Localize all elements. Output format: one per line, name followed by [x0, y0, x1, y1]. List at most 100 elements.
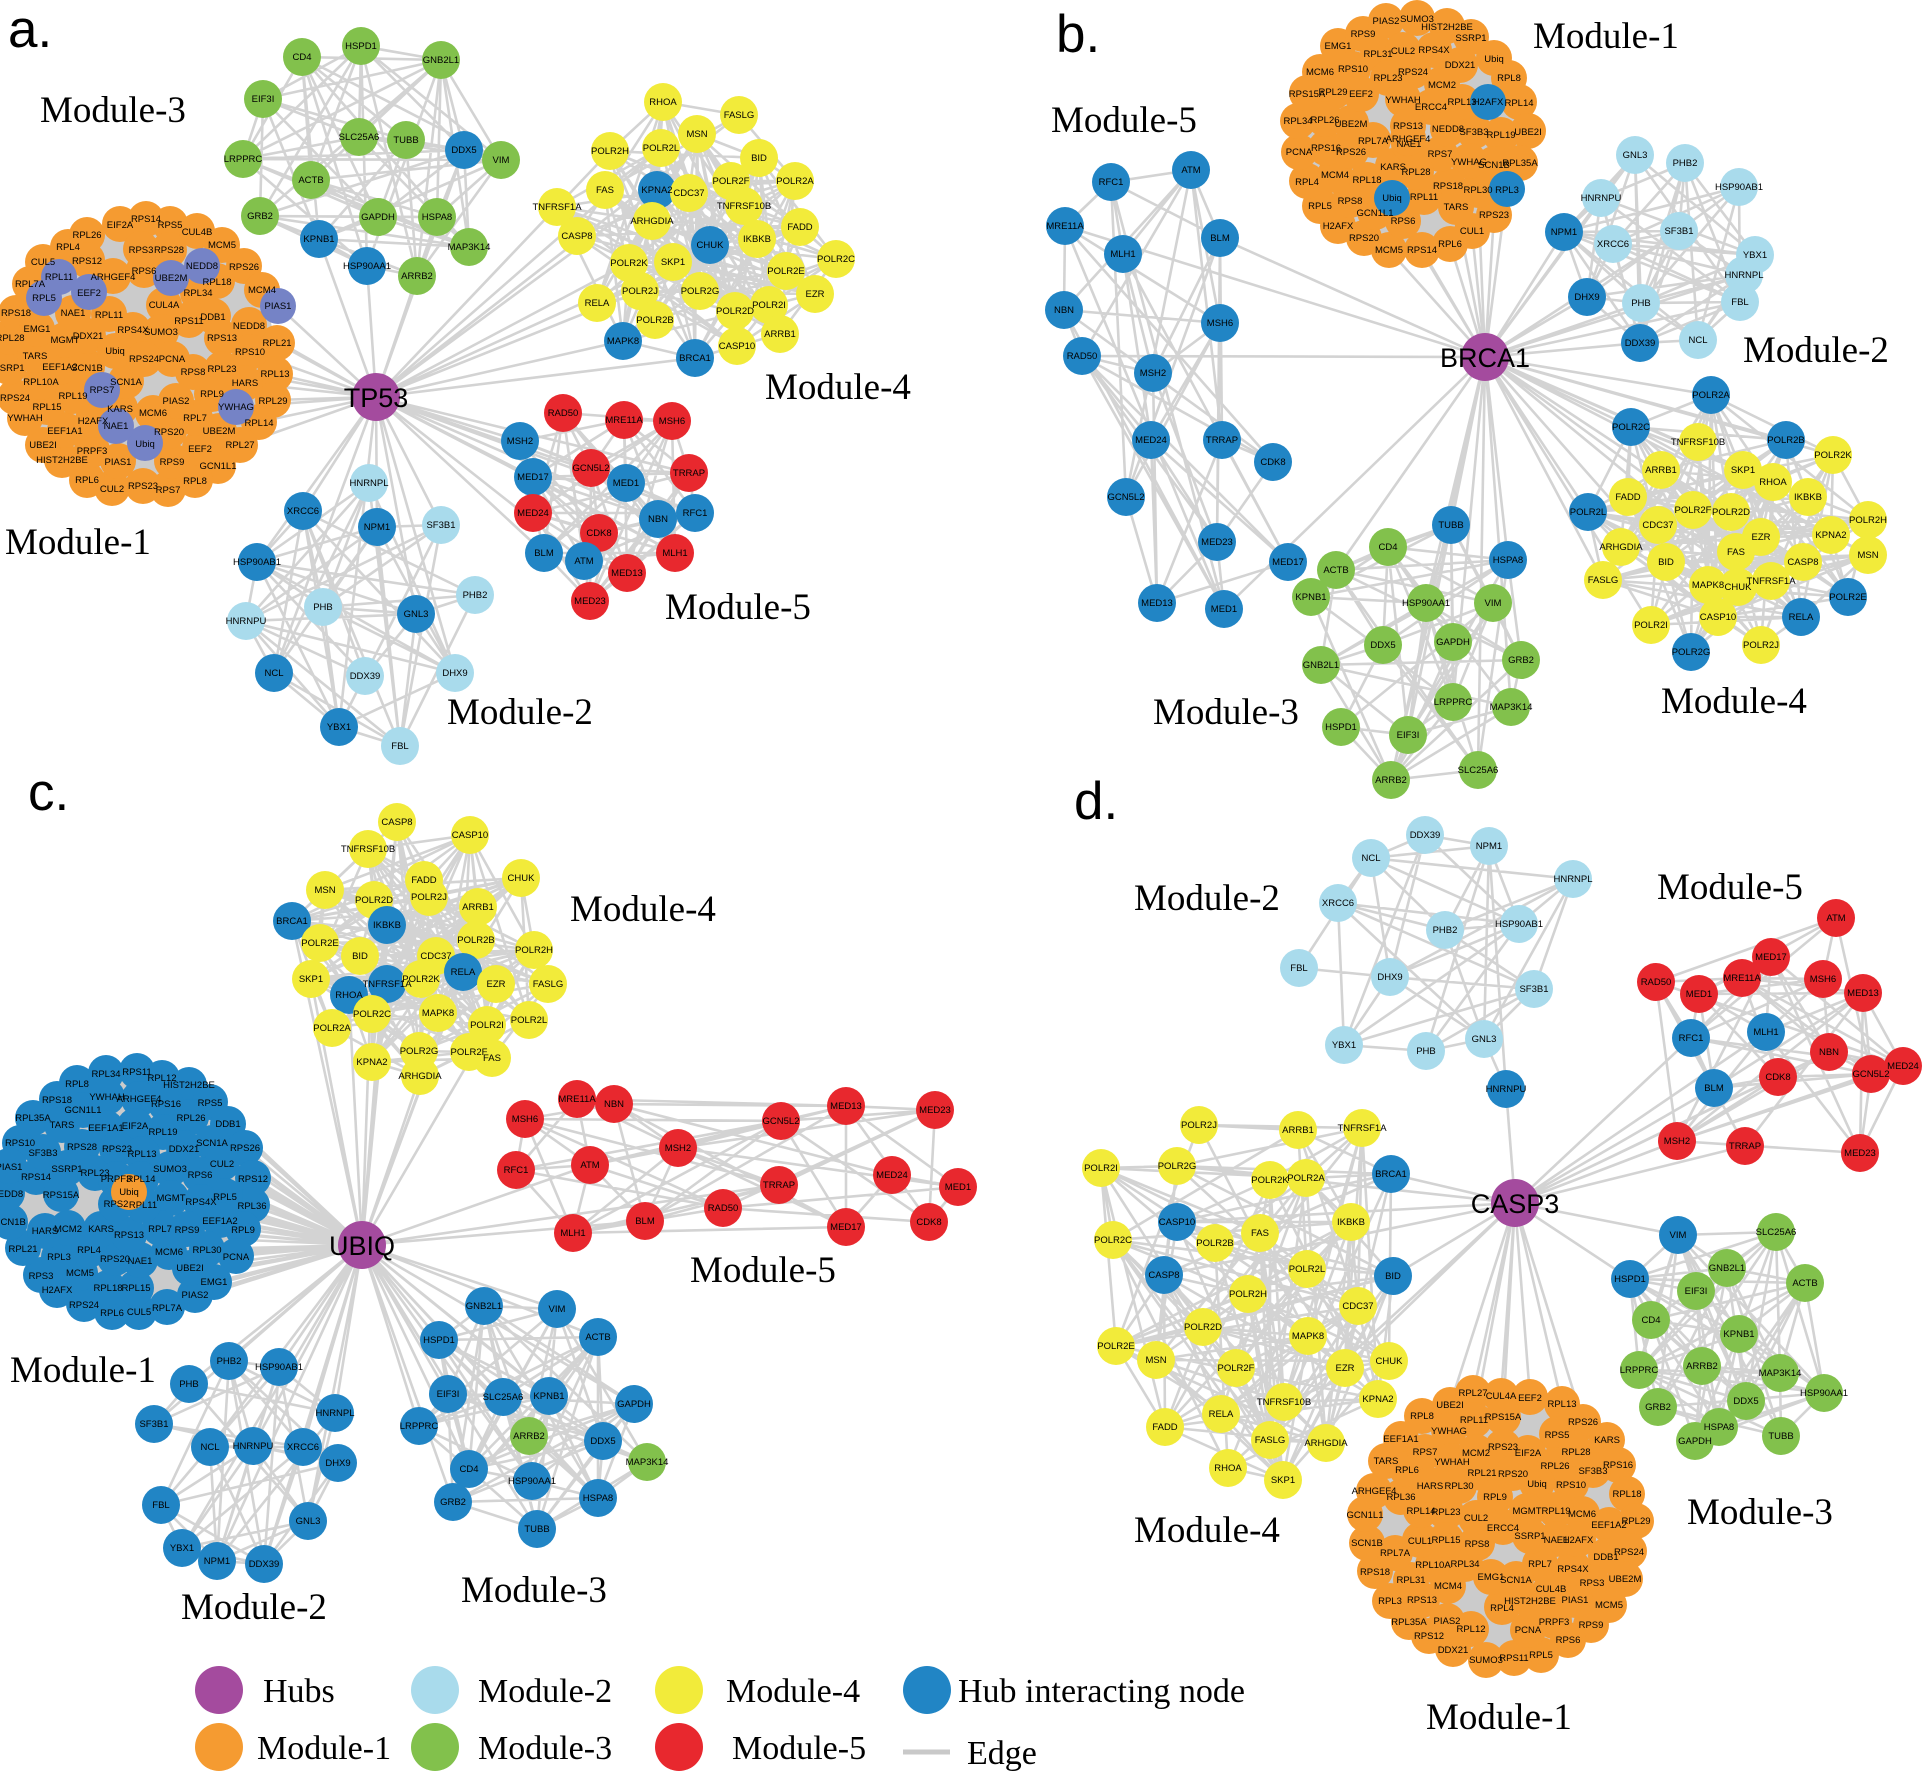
svg-text:EIF3I: EIF3I [437, 1389, 460, 1400]
svg-text:YWHAH: YWHAH [1385, 95, 1421, 106]
svg-text:HSP90AA1: HSP90AA1 [1800, 1388, 1848, 1399]
svg-text:EEF2: EEF2 [77, 288, 101, 299]
svg-text:RPL7: RPL7 [148, 1224, 172, 1235]
svg-text:RPL15: RPL15 [1431, 1535, 1460, 1546]
svg-text:RPS20: RPS20 [1498, 1469, 1528, 1480]
svg-text:MED23: MED23 [574, 596, 606, 607]
svg-text:RPL7: RPL7 [1528, 1559, 1552, 1570]
svg-text:CUL5: CUL5 [127, 1307, 151, 1318]
svg-text:EEF1A2: EEF1A2 [202, 1216, 237, 1227]
svg-text:NAE1: NAE1 [1397, 139, 1422, 150]
svg-text:SUMO3: SUMO3 [153, 1164, 187, 1175]
svg-text:VIM: VIM [1485, 598, 1502, 609]
svg-text:Module-4: Module-4 [570, 889, 716, 930]
svg-text:DDX21: DDX21 [1438, 1645, 1469, 1656]
svg-text:RPL12: RPL12 [1456, 1624, 1485, 1635]
svg-text:HNRNPU: HNRNPU [226, 616, 267, 627]
svg-text:HSPA8: HSPA8 [1493, 555, 1523, 566]
svg-text:EEF2: EEF2 [188, 444, 212, 455]
svg-text:XRCC6: XRCC6 [287, 1442, 319, 1453]
svg-text:GCN5L2: GCN5L2 [763, 1116, 800, 1127]
svg-text:MCM2: MCM2 [1428, 80, 1456, 91]
svg-text:RPL9: RPL9 [200, 389, 224, 400]
svg-text:RPS5: RPS5 [198, 1098, 223, 1109]
svg-text:MGMT: MGMT [1512, 1506, 1541, 1517]
svg-text:VIM: VIM [493, 155, 510, 166]
svg-text:POLR2C: POLR2C [1094, 1235, 1132, 1246]
svg-text:RPS9: RPS9 [1579, 1620, 1604, 1631]
svg-text:SF3B1: SF3B1 [426, 520, 455, 531]
svg-text:RFC1: RFC1 [683, 508, 708, 519]
svg-text:RPL8: RPL8 [1497, 73, 1521, 84]
svg-text:RHOA: RHOA [1759, 477, 1787, 488]
svg-text:MCM4: MCM4 [248, 285, 276, 296]
svg-text:c.: c. [28, 763, 69, 822]
svg-text:Module-2: Module-2 [447, 692, 593, 733]
svg-text:POLR2G: POLR2G [1158, 1161, 1197, 1172]
svg-text:POLR2B: POLR2B [1767, 435, 1805, 446]
svg-text:NBN: NBN [604, 1099, 624, 1110]
svg-text:GCN1L1: GCN1L1 [65, 1105, 102, 1116]
svg-text:Ubiq: Ubiq [1527, 1479, 1547, 1490]
svg-text:YWHAG: YWHAG [1431, 1426, 1467, 1437]
svg-text:MED13: MED13 [830, 1101, 862, 1112]
svg-text:NEDD8: NEDD8 [233, 321, 265, 332]
svg-text:ACTB: ACTB [298, 175, 323, 186]
svg-text:RPL5: RPL5 [1529, 1650, 1553, 1661]
svg-text:SUMO3: SUMO3 [1400, 14, 1434, 25]
svg-text:TNFRSF1A: TNFRSF1A [1337, 1123, 1387, 1134]
svg-text:EIF3I: EIF3I [1397, 730, 1420, 741]
svg-text:RPS15A: RPS15A [1485, 1412, 1522, 1423]
svg-text:KPNB1: KPNB1 [1295, 592, 1326, 603]
svg-text:NEDD8: NEDD8 [186, 261, 218, 272]
svg-text:CUL4B: CUL4B [182, 227, 213, 238]
svg-text:GRB2: GRB2 [1508, 655, 1534, 666]
svg-text:IKBKB: IKBKB [1794, 492, 1822, 503]
svg-text:RPL6: RPL6 [1395, 1465, 1419, 1476]
svg-text:RPL18: RPL18 [1612, 1489, 1641, 1500]
svg-text:EMG1: EMG1 [24, 324, 51, 335]
svg-text:SKP1: SKP1 [661, 257, 685, 268]
svg-text:RPS23: RPS23 [128, 481, 158, 492]
svg-text:RPL14: RPL14 [1504, 98, 1533, 109]
svg-text:RPS10: RPS10 [1338, 64, 1368, 75]
svg-text:ARHGEF4: ARHGEF4 [1386, 134, 1431, 145]
svg-text:RPL14: RPL14 [1406, 1506, 1435, 1517]
svg-text:HSPD1: HSPD1 [1614, 1274, 1646, 1285]
svg-text:YBX1: YBX1 [170, 1543, 194, 1554]
svg-text:RPL34: RPL34 [1283, 116, 1312, 127]
svg-text:MGMT: MGMT [156, 1193, 185, 1204]
svg-text:MCM4: MCM4 [1434, 1581, 1462, 1592]
svg-text:ARRB1: ARRB1 [1645, 465, 1677, 476]
svg-text:CUL4A: CUL4A [1486, 1391, 1517, 1402]
svg-text:MAPK8: MAPK8 [607, 336, 639, 347]
svg-text:RPL8: RPL8 [65, 1079, 89, 1090]
svg-text:HNRNPL: HNRNPL [315, 1408, 354, 1419]
svg-text:RPL18: RPL18 [93, 1283, 122, 1294]
svg-text:RPS20: RPS20 [154, 427, 184, 438]
svg-text:NAE1: NAE1 [128, 1256, 153, 1267]
svg-text:SCN1A: SCN1A [1500, 1575, 1532, 1586]
svg-text:NCL: NCL [264, 668, 283, 679]
svg-text:POLR2A: POLR2A [1287, 1173, 1325, 1184]
svg-text:CUL2: CUL2 [100, 484, 124, 495]
svg-text:CDC37: CDC37 [1642, 520, 1673, 531]
svg-text:RPL34: RPL34 [183, 288, 212, 299]
svg-text:HSP90AA1: HSP90AA1 [1402, 598, 1450, 609]
svg-text:Module-5: Module-5 [690, 1250, 836, 1291]
svg-text:POLR2H: POLR2H [515, 945, 553, 956]
svg-text:MCM2: MCM2 [54, 1224, 82, 1235]
svg-text:RPL23: RPL23 [207, 364, 236, 375]
svg-text:POLR2C: POLR2C [1612, 422, 1650, 433]
svg-text:GNL3: GNL3 [1472, 1034, 1497, 1045]
svg-text:ARRB1: ARRB1 [764, 329, 796, 340]
svg-text:RPS9: RPS9 [160, 457, 185, 468]
svg-text:RPS3: RPS3 [1580, 1578, 1605, 1589]
svg-text:NEDD8: NEDD8 [0, 1189, 23, 1200]
svg-text:MSH6: MSH6 [659, 416, 685, 427]
svg-text:POLR2J: POLR2J [411, 892, 447, 903]
svg-text:FBL: FBL [152, 1500, 169, 1511]
svg-text:H2AFX: H2AFX [1563, 1535, 1594, 1546]
svg-text:BRCA1: BRCA1 [276, 916, 308, 927]
svg-text:MCM4: MCM4 [1321, 170, 1349, 181]
